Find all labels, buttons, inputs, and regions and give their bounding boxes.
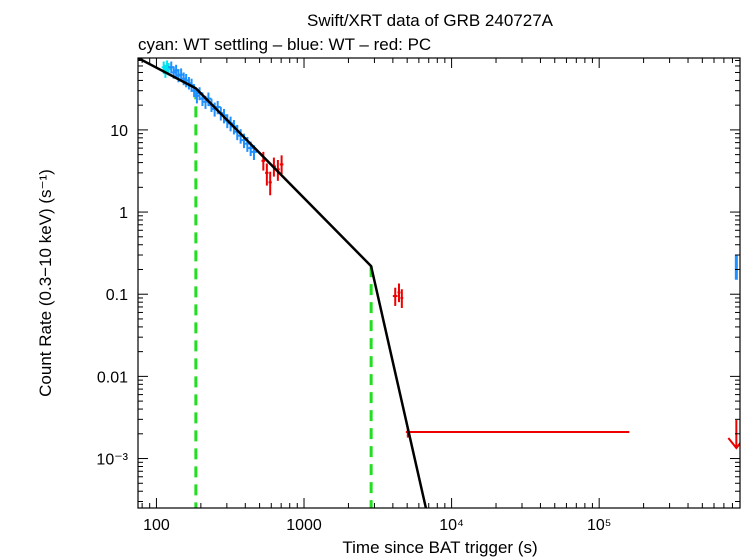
x-axis-label: Time since BAT trigger (s) <box>342 538 537 557</box>
y-tick-label-2: 0.01 <box>97 369 128 386</box>
pc-upper-limit-arrowhead <box>727 437 740 450</box>
pc-point-7 <box>392 287 398 306</box>
pc-point-9 <box>400 289 404 308</box>
pc-point-2 <box>265 163 269 186</box>
tick-label-layer: 100 1000 10⁴ 10⁵ 10⁻³ 0.01 0.1 1 10 <box>96 123 611 534</box>
pc-point-10 <box>405 427 630 438</box>
pc-point-3 <box>268 171 272 196</box>
y-tick-label-1: 10⁻³ <box>96 452 128 469</box>
x-tick-label-1: 100 <box>143 517 170 534</box>
x-tick-label-3: 10⁴ <box>439 517 464 534</box>
plot-frame-layer <box>137 57 741 509</box>
plot-frame <box>137 57 741 509</box>
y-tick-label-4: 1 <box>119 205 128 222</box>
pc-point-8 <box>397 283 401 303</box>
data-layer <box>138 58 740 508</box>
x-tick-label-2: 1000 <box>286 517 322 534</box>
y-axis-label: Count Rate (0.3−10 keV) (s⁻¹) <box>36 169 55 397</box>
chart-title: Swift/XRT data of GRB 240727A <box>307 11 554 30</box>
y-tick-label-3: 0.1 <box>106 287 128 304</box>
chart-subtitle: cyan: WT settling – blue: WT – red: PC <box>138 35 431 54</box>
x-tick-label-4: 10⁵ <box>587 517 611 534</box>
pc-point-1 <box>261 151 266 171</box>
model-fit-line <box>138 58 428 508</box>
y-tick-label-5: 10 <box>110 123 128 140</box>
pc-point-6 <box>279 155 284 175</box>
